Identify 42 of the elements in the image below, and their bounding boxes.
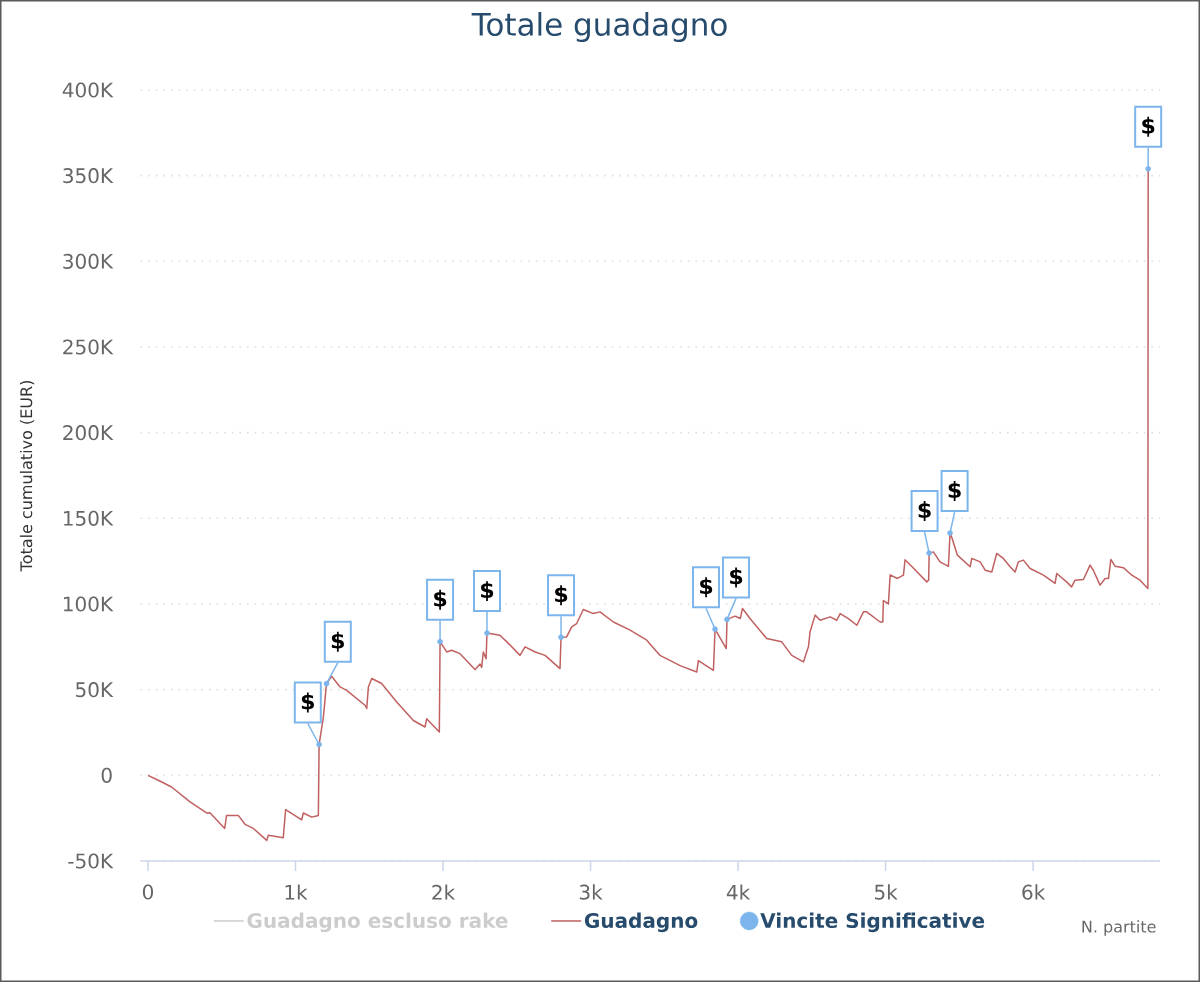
y-tick-label: -50K — [68, 853, 114, 869]
annotation: $ — [730, 567, 743, 588]
y-tick-label: 150K — [63, 510, 114, 526]
legend-label: Vincite Significative — [760, 912, 985, 933]
y-tick-label: 350K — [63, 168, 114, 184]
x-tick-label: 3k — [579, 884, 603, 900]
annotation: $ — [301, 692, 314, 713]
y-tick-label: 200K — [63, 425, 114, 441]
annotation: $ — [555, 585, 568, 606]
annotation: $ — [1142, 116, 1155, 137]
x-tick-label: 1k — [285, 884, 308, 900]
point — [316, 741, 322, 748]
y-tick-label: 50K — [76, 682, 114, 698]
annotation: $ — [948, 481, 961, 502]
annotation: $ — [434, 589, 447, 610]
point — [926, 550, 932, 556]
point — [323, 680, 330, 687]
annotation: $ — [700, 577, 713, 598]
point — [1145, 166, 1151, 172]
chart-title: Totale guadagno — [471, 12, 727, 43]
y-tick-label: 0 — [101, 767, 112, 783]
x-tick-label: 5k — [874, 884, 898, 900]
annotation: $ — [918, 501, 931, 522]
point — [947, 530, 953, 536]
x-tick-label: 0 — [142, 884, 154, 900]
point — [712, 626, 718, 632]
legend-label: Guadagno — [584, 912, 698, 933]
y-tick-label: 100K — [63, 596, 114, 612]
y-axis-title: Totale cumulativo (EUR) — [19, 381, 35, 572]
annotation: $ — [481, 581, 494, 602]
x-tick-label: 6k — [1022, 884, 1046, 900]
point — [558, 634, 564, 641]
x-tick-label: 4k — [726, 884, 751, 900]
y-tick-label: 300K — [63, 253, 114, 269]
x-axis-title: N. partite — [1082, 920, 1156, 936]
y-tick-label: 400K — [62, 82, 114, 98]
point — [484, 630, 490, 636]
point — [724, 616, 730, 623]
point — [437, 638, 443, 645]
x-tick-label: 2k — [432, 884, 456, 900]
y-tick-label: 250K — [63, 339, 114, 355]
annotation: $ — [331, 631, 344, 652]
